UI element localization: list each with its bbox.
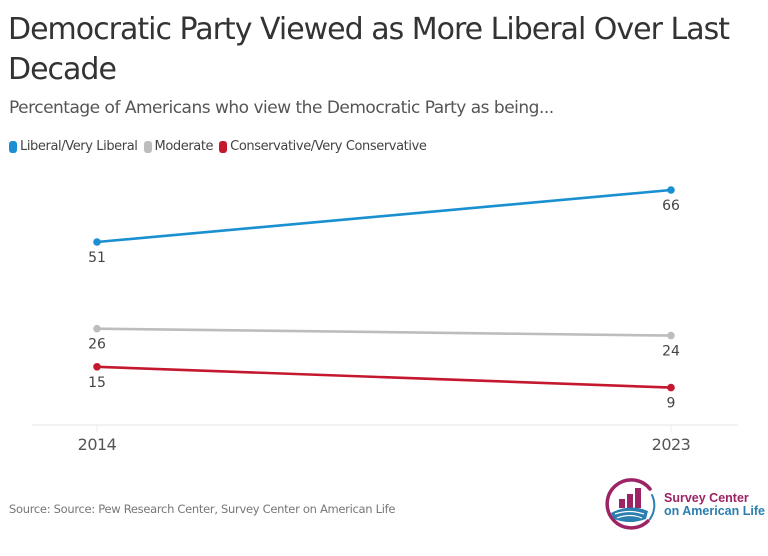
series-moderate: 26 24: [88, 324, 680, 360]
x-tick-label-2014: 2014: [78, 435, 117, 454]
source-note: Source: Source: Pew Research Center, Sur…: [9, 502, 396, 516]
data-point-conservative-2014[interactable]: [93, 363, 101, 371]
data-label-liberal-2014: 51: [88, 250, 106, 266]
series-conservative: 15 9: [88, 363, 675, 412]
logo-text-line2: on American Life: [664, 504, 765, 518]
legend-swatch-conservative: [219, 140, 228, 153]
data-point-liberal-2014[interactable]: [93, 238, 101, 246]
legend-label-conservative: Conservative/Very Conservative: [230, 139, 427, 154]
logo-text-line1: Survey Center: [664, 491, 749, 505]
legend-item-moderate[interactable]: Moderate: [143, 139, 214, 154]
series-line-conservative: [96, 365, 672, 389]
x-tick-label-2023: 2023: [652, 435, 691, 454]
series-liberal: 51 66: [88, 186, 680, 266]
logo-text: Survey Center on American Life: [664, 492, 765, 518]
legend-label-liberal: Liberal/Very Liberal: [20, 139, 138, 154]
survey-center-logo: Survey Center on American Life: [602, 477, 765, 533]
data-point-moderate-2014[interactable]: [93, 324, 101, 333]
legend-item-liberal[interactable]: Liberal/Very Liberal: [9, 139, 138, 154]
data-point-liberal-2023[interactable]: [667, 186, 675, 194]
data-label-conservative-2023: 9: [667, 396, 676, 412]
data-point-conservative-2023[interactable]: [667, 383, 675, 392]
chart-subtitle: Percentage of Americans who view the Dem…: [9, 98, 554, 118]
data-label-moderate-2023: 24: [662, 344, 680, 360]
legend: Liberal/Very Liberal Moderate Conservati…: [9, 139, 432, 154]
data-label-liberal-2023: 66: [662, 198, 680, 214]
data-label-moderate-2014: 26: [88, 337, 106, 353]
chart-title: Democratic Party Viewed as More Liberal …: [8, 12, 730, 87]
series-line-liberal: [96, 188, 672, 244]
line-chart: 2014 2023 51 66 26 24 15 9: [32, 186, 738, 454]
data-point-moderate-2023[interactable]: [667, 331, 675, 340]
legend-item-conservative[interactable]: Conservative/Very Conservative: [219, 139, 427, 154]
series-layer: 51 66 26 24 15 9: [88, 186, 680, 412]
logo-emblem-icon: [605, 478, 656, 530]
series-line-moderate: [96, 327, 672, 337]
legend-label-moderate: Moderate: [154, 139, 214, 154]
legend-swatch-liberal: [9, 140, 17, 153]
data-label-conservative-2014: 15: [88, 375, 106, 391]
legend-swatch-moderate: [143, 140, 152, 153]
